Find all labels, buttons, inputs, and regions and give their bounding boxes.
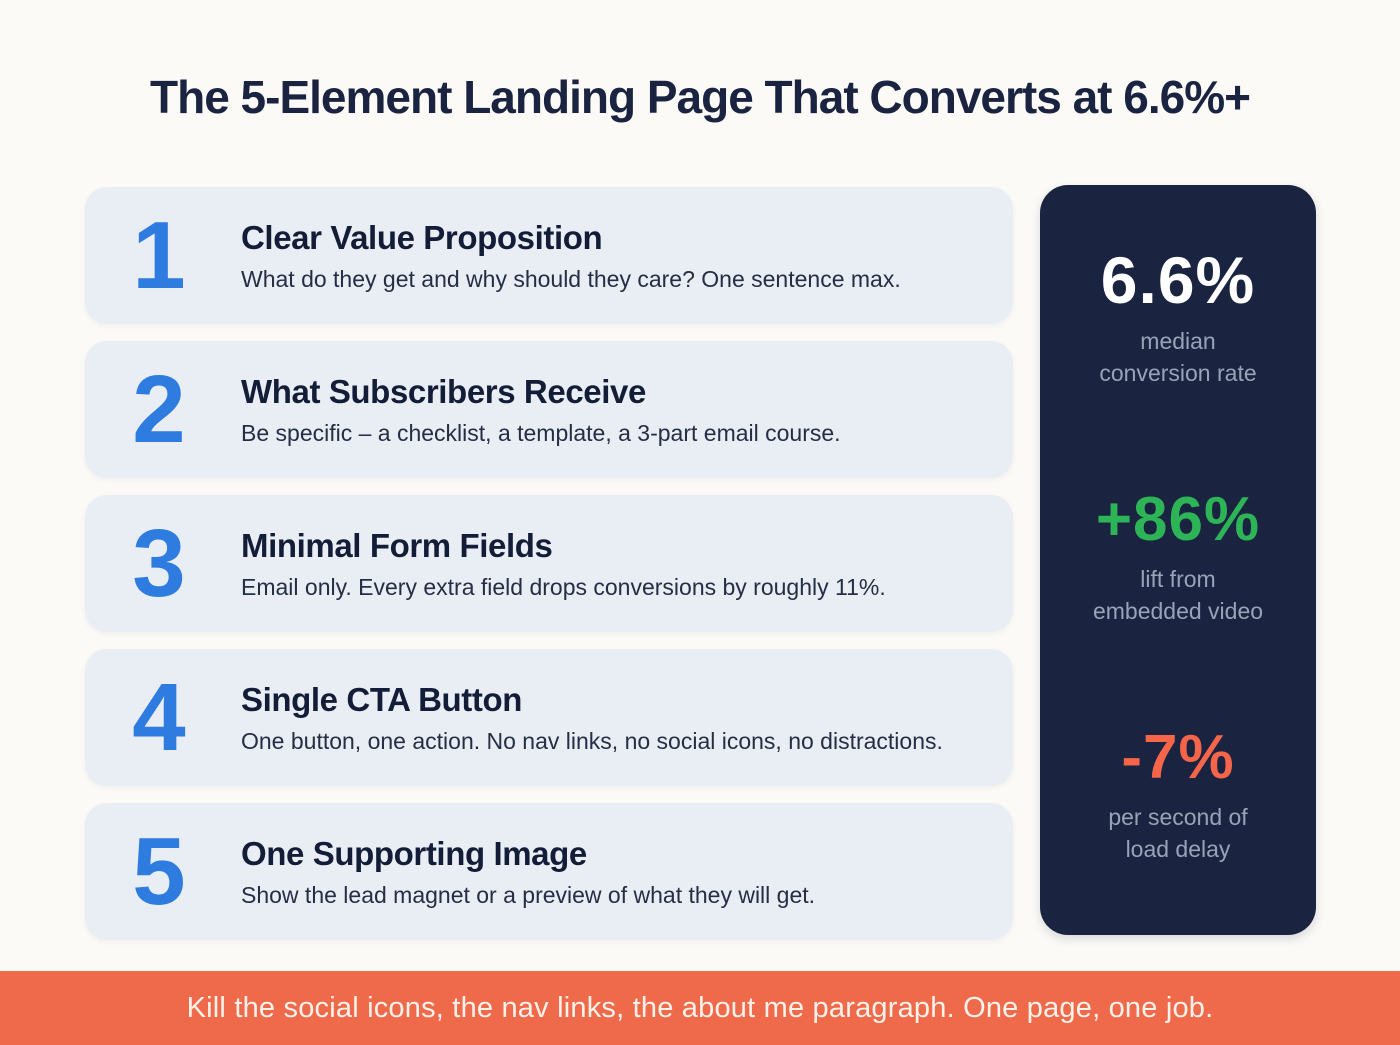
step-text: Minimal Form Fields Email only. Every ex… <box>241 527 1013 601</box>
stat-conversion-rate: 6.6% median conversion rate <box>1050 247 1306 389</box>
stat-video-lift: +86% lift from embedded video <box>1050 484 1306 627</box>
stats-panel: 6.6% median conversion rate +86% lift fr… <box>1040 185 1316 935</box>
stat-label: per second of load delay <box>1108 803 1248 862</box>
step-title: One Supporting Image <box>241 834 587 872</box>
stat-load-delay: -7% per second of load delay <box>1050 722 1306 865</box>
stat-value: +86% <box>1095 484 1261 554</box>
step-text: What Subscribers Receive Be specific – a… <box>241 373 1013 447</box>
step-text: Single CTA Button One button, one action… <box>241 681 1013 755</box>
footer-banner: Kill the social icons, the nav links, th… <box>0 971 1400 1045</box>
step-description: Show the lead magnet or a preview of wha… <box>241 881 816 908</box>
step-number: 2 <box>132 355 186 463</box>
step-title: What Subscribers Receive <box>241 372 646 410</box>
step-title: Single CTA Button <box>241 680 522 718</box>
step-card-2: 2 What Subscribers Receive Be specific –… <box>85 341 1013 478</box>
page-title: The 5-Element Landing Page That Converts… <box>150 71 1251 123</box>
footer-message: Kill the social icons, the nav links, th… <box>186 991 1214 1024</box>
step-card-3: 3 Minimal Form Fields Email only. Every … <box>85 495 1013 632</box>
step-number: 5 <box>132 817 186 925</box>
stat-label: lift from embedded video <box>1092 565 1264 624</box>
stat-value: -7% <box>1121 722 1235 792</box>
step-card-4: 4 Single CTA Button One button, one acti… <box>85 649 1013 786</box>
stat-label: median conversion rate <box>1099 328 1257 387</box>
step-text: One Supporting Image Show the lead magne… <box>241 835 1013 909</box>
step-title: Minimal Form Fields <box>241 526 553 564</box>
step-card-5: 5 One Supporting Image Show the lead mag… <box>85 803 1013 940</box>
step-card-1: 1 Clear Value Proposition What do they g… <box>85 187 1013 324</box>
step-number: 1 <box>132 201 186 309</box>
step-description: Email only. Every extra field drops conv… <box>241 573 886 600</box>
step-text: Clear Value Proposition What do they get… <box>241 219 1013 293</box>
steps-list: 1 Clear Value Proposition What do they g… <box>85 187 1013 940</box>
step-title: Clear Value Proposition <box>241 218 603 256</box>
step-description: One button, one action. No nav links, no… <box>241 727 943 754</box>
step-description: Be specific – a checklist, a template, a… <box>241 419 841 446</box>
step-number: 3 <box>132 509 186 617</box>
stat-value: 6.6% <box>1100 243 1256 317</box>
step-description: What do they get and why should they car… <box>241 265 901 292</box>
step-number: 4 <box>132 663 186 771</box>
